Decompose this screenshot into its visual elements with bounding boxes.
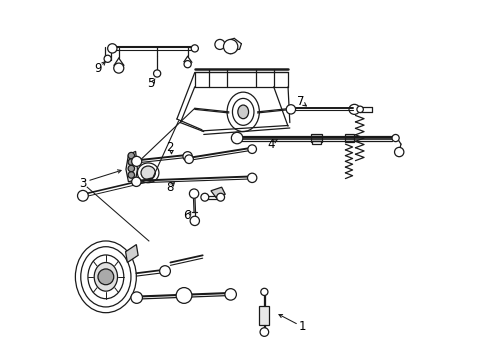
- Circle shape: [190, 189, 199, 198]
- Circle shape: [132, 177, 141, 186]
- Circle shape: [128, 152, 135, 159]
- Text: 2: 2: [166, 141, 173, 154]
- Circle shape: [392, 134, 399, 141]
- Text: 8: 8: [166, 181, 173, 194]
- Ellipse shape: [75, 241, 136, 313]
- Ellipse shape: [349, 104, 360, 114]
- Circle shape: [128, 159, 135, 165]
- Circle shape: [185, 155, 194, 163]
- Bar: [345, 134, 354, 141]
- Circle shape: [357, 106, 364, 113]
- Ellipse shape: [232, 98, 254, 125]
- Ellipse shape: [88, 255, 124, 299]
- Circle shape: [191, 45, 198, 52]
- Ellipse shape: [141, 166, 155, 180]
- Circle shape: [184, 60, 191, 68]
- Ellipse shape: [81, 247, 131, 307]
- Text: 6: 6: [183, 210, 191, 222]
- Text: 7: 7: [297, 95, 304, 108]
- Circle shape: [247, 173, 257, 183]
- Circle shape: [114, 63, 124, 73]
- Circle shape: [128, 165, 135, 172]
- Circle shape: [260, 328, 269, 336]
- Ellipse shape: [94, 262, 118, 291]
- Circle shape: [217, 193, 224, 201]
- Circle shape: [153, 70, 161, 77]
- Circle shape: [231, 132, 243, 144]
- Text: 3: 3: [79, 177, 87, 190]
- Circle shape: [190, 216, 199, 226]
- Circle shape: [77, 190, 88, 201]
- Polygon shape: [211, 187, 225, 198]
- Bar: [259, 306, 270, 325]
- Circle shape: [261, 288, 268, 296]
- Text: 4: 4: [267, 138, 274, 150]
- Circle shape: [131, 292, 143, 303]
- Circle shape: [223, 40, 238, 54]
- Ellipse shape: [227, 92, 259, 132]
- Text: 5: 5: [147, 77, 155, 90]
- Circle shape: [98, 269, 114, 285]
- Circle shape: [286, 105, 295, 114]
- Bar: [311, 134, 322, 141]
- Polygon shape: [126, 151, 137, 182]
- Circle shape: [104, 55, 111, 62]
- Circle shape: [215, 40, 225, 49]
- Circle shape: [201, 193, 209, 201]
- Circle shape: [248, 145, 256, 153]
- Ellipse shape: [238, 105, 248, 119]
- Ellipse shape: [137, 163, 159, 183]
- Text: 9: 9: [94, 62, 102, 75]
- Circle shape: [183, 152, 192, 161]
- Circle shape: [394, 147, 404, 157]
- Circle shape: [128, 172, 135, 178]
- Circle shape: [225, 289, 236, 300]
- Polygon shape: [125, 244, 138, 262]
- Circle shape: [108, 44, 117, 53]
- Bar: [313, 141, 321, 144]
- Circle shape: [176, 288, 192, 303]
- Text: 1: 1: [298, 320, 306, 333]
- Circle shape: [132, 156, 142, 166]
- Circle shape: [160, 266, 171, 276]
